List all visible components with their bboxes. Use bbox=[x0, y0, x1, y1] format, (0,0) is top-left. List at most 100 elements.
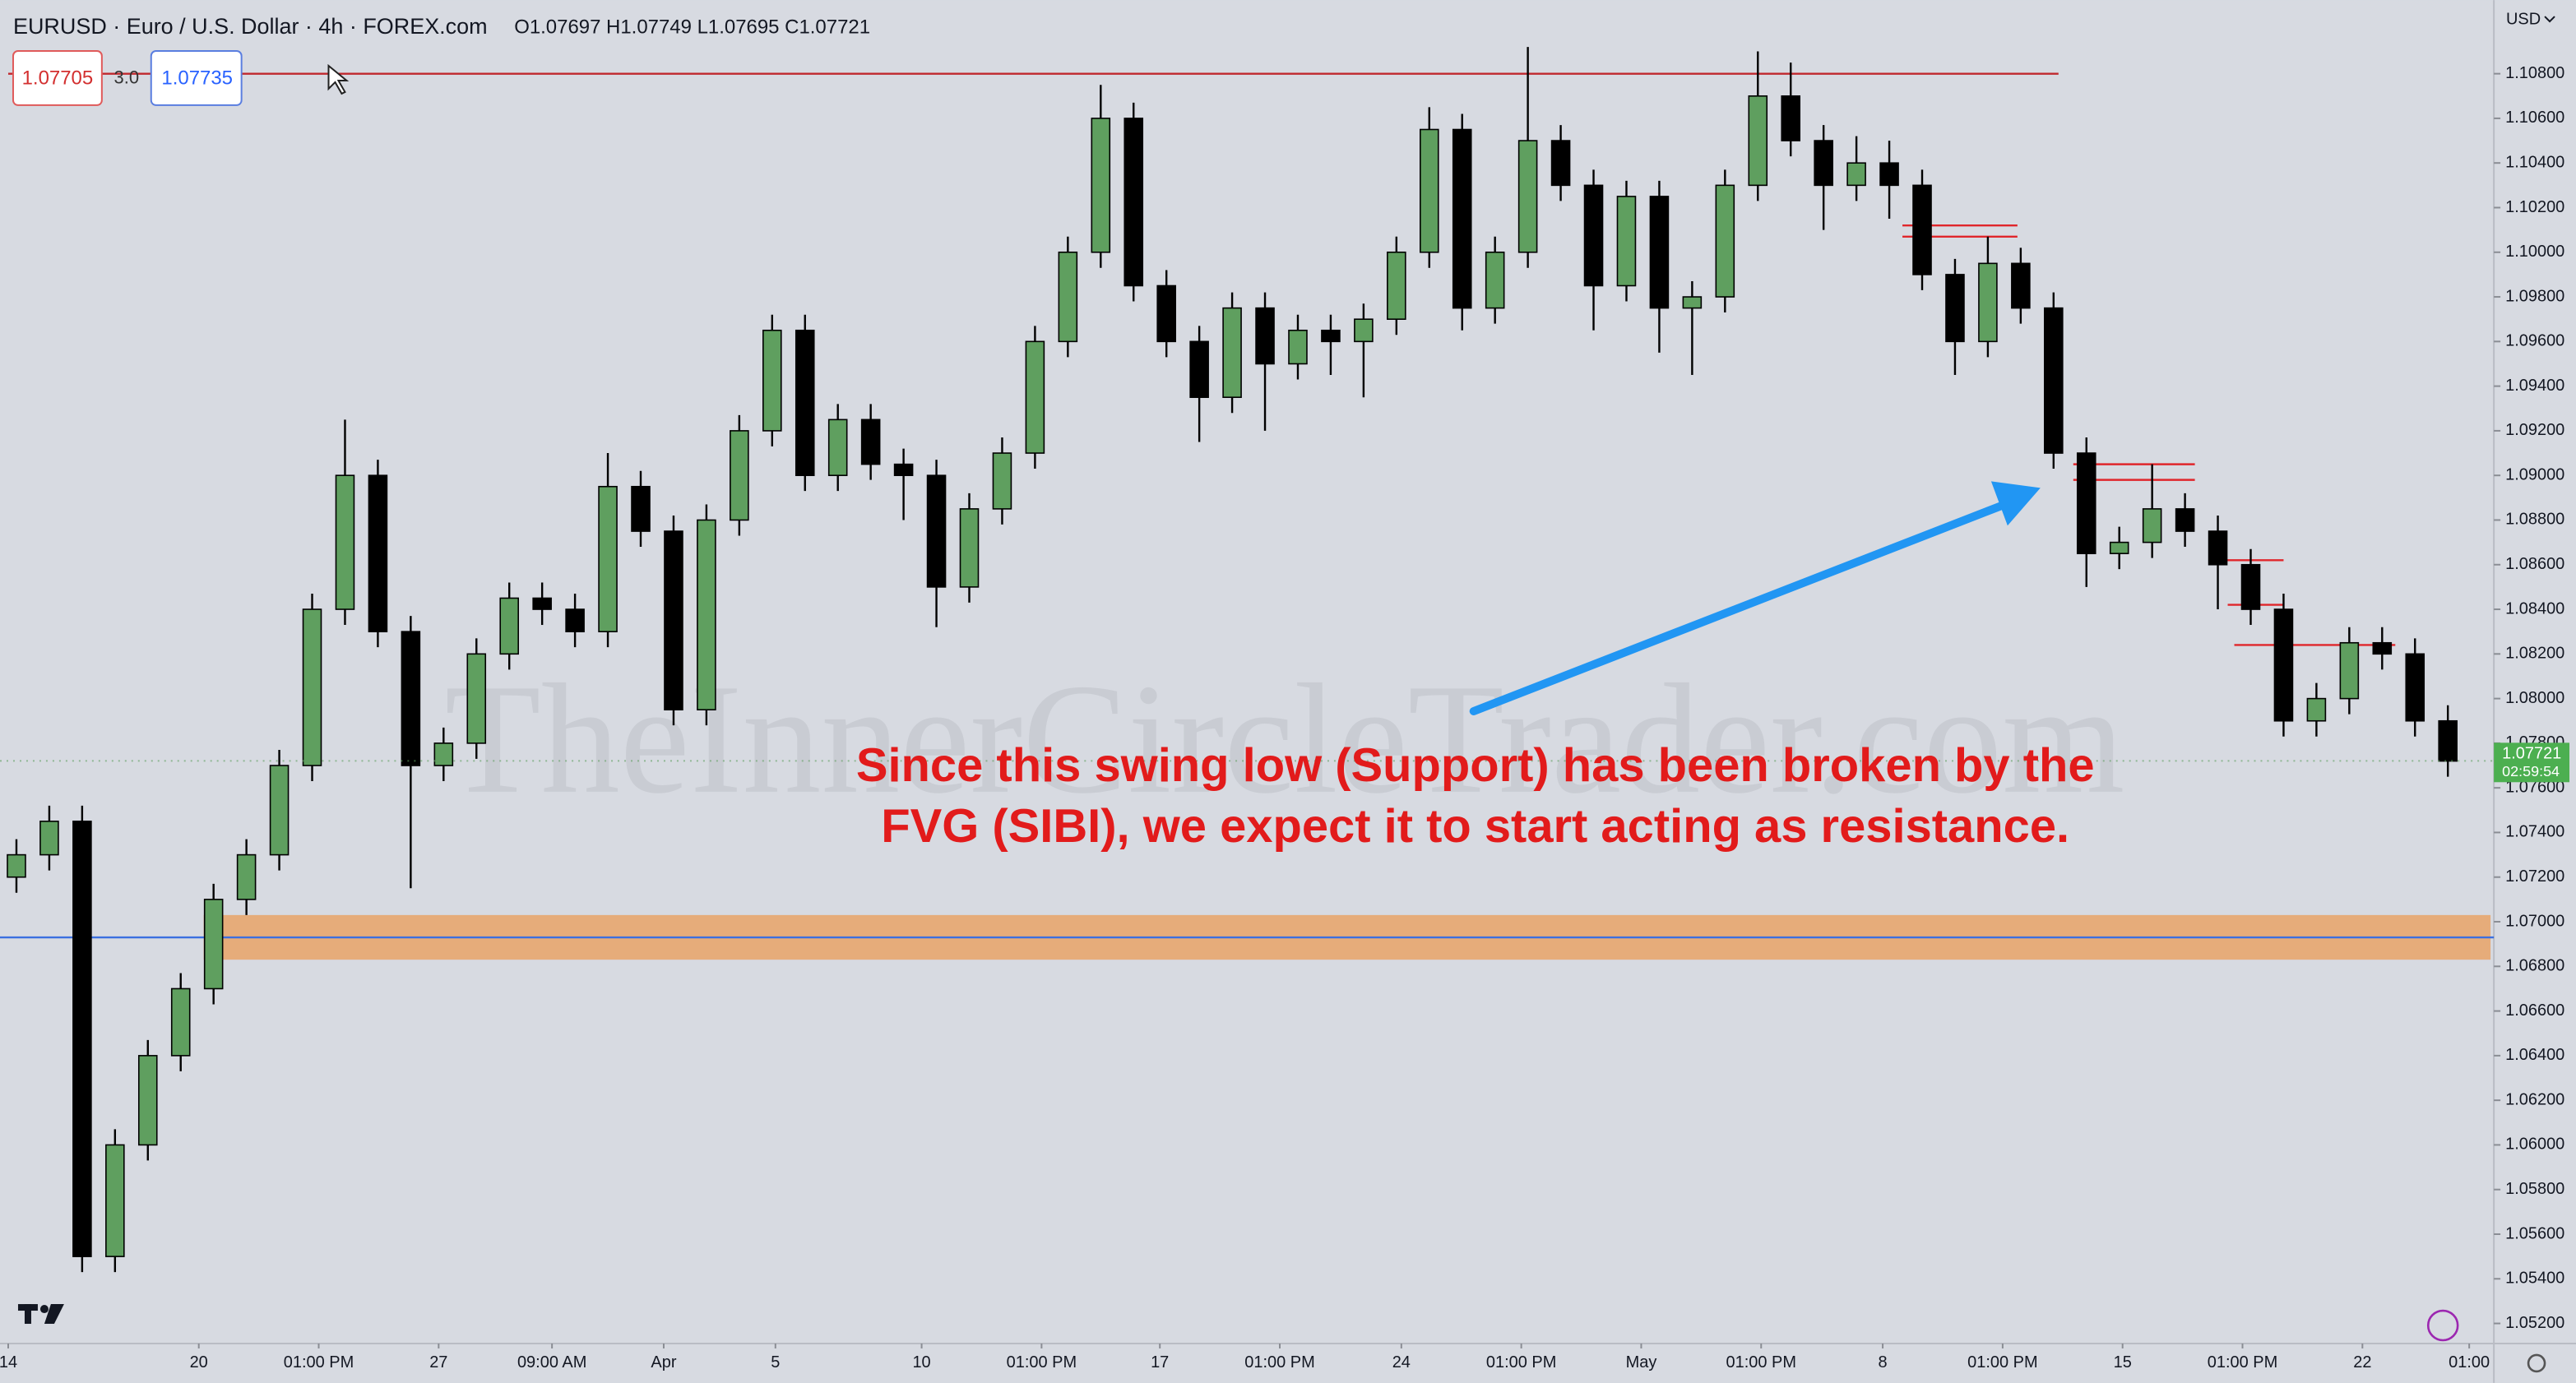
candle-body bbox=[401, 631, 421, 766]
candle-body bbox=[1321, 329, 1341, 343]
candle-body bbox=[1255, 307, 1275, 365]
candle-body bbox=[827, 419, 848, 476]
x-tick-label: 8 bbox=[1879, 1353, 1888, 1371]
candle-body bbox=[335, 474, 355, 610]
back-layer: TheInnerCircleTrader.com bbox=[0, 72, 2495, 960]
candle-body bbox=[532, 597, 552, 610]
candle-body bbox=[860, 419, 881, 465]
y-tick-label: 1.09000 bbox=[2505, 465, 2564, 483]
x-tick-label: 01:00 PM bbox=[1486, 1353, 1556, 1371]
buy-button[interactable] bbox=[150, 49, 243, 106]
candle-body bbox=[1222, 307, 1242, 398]
candle-body bbox=[795, 329, 815, 476]
y-tick-label: 1.06600 bbox=[2505, 1001, 2564, 1020]
y-tick-label: 1.06400 bbox=[2505, 1046, 2564, 1064]
candle-body bbox=[1978, 262, 1998, 343]
x-tick-label: 22 bbox=[2353, 1353, 2371, 1371]
candle-body bbox=[203, 899, 224, 990]
candle-body bbox=[269, 765, 290, 856]
candle-body bbox=[2372, 641, 2393, 655]
alert-icon[interactable] bbox=[2426, 1309, 2459, 1342]
sell-price[interactable]: 1.07705 bbox=[22, 67, 94, 89]
x-tick-label: 27 bbox=[429, 1353, 447, 1371]
candle-body bbox=[1452, 128, 1472, 309]
y-tick-label: 1.10800 bbox=[2505, 64, 2564, 82]
y-tick-label: 1.08400 bbox=[2505, 599, 2564, 617]
candle-body bbox=[1485, 251, 1505, 309]
candle-body bbox=[2044, 307, 2064, 454]
candle-body bbox=[2076, 452, 2096, 554]
candle-body bbox=[2240, 563, 2261, 610]
candle-body bbox=[2438, 719, 2458, 762]
y-tick-label: 1.09800 bbox=[2505, 287, 2564, 305]
candle-body bbox=[926, 474, 947, 588]
y-tick-label: 1.08000 bbox=[2505, 689, 2564, 707]
candle-body bbox=[2273, 608, 2294, 722]
front-layer: Since this swing low (Support) has been … bbox=[12, 10, 2555, 1373]
currency-caret[interactable] bbox=[2544, 16, 2555, 23]
x-tick-label: 24 bbox=[1392, 1353, 1411, 1371]
y-tick-label: 1.05200 bbox=[2505, 1314, 2564, 1332]
candle-body bbox=[39, 821, 59, 856]
candle-body bbox=[565, 608, 585, 632]
y-tick-label: 1.07600 bbox=[2505, 778, 2564, 796]
arrow-shaft bbox=[1469, 502, 2005, 715]
currency-menu[interactable]: USD bbox=[2506, 10, 2541, 28]
y-tick-label: 1.07000 bbox=[2505, 912, 2564, 930]
y-tick-label: 1.07400 bbox=[2505, 823, 2564, 841]
candle-body bbox=[433, 742, 454, 766]
candle-body bbox=[368, 474, 388, 632]
candle-body bbox=[1419, 128, 1439, 253]
settings-icon[interactable] bbox=[2527, 1353, 2546, 1373]
candle-body bbox=[1156, 284, 1176, 343]
candle-body bbox=[1748, 95, 1768, 187]
candle-body bbox=[1583, 184, 1604, 287]
candle-body bbox=[2109, 541, 2129, 554]
x-tick-label: 01:00 PM bbox=[1726, 1353, 1796, 1371]
candle-body bbox=[992, 452, 1012, 510]
candle-body bbox=[72, 821, 92, 1257]
y-tick-label: 1.05800 bbox=[2505, 1180, 2564, 1198]
x-tick-label: 10 bbox=[912, 1353, 930, 1371]
x-tick-label: 15 bbox=[2114, 1353, 2132, 1371]
annotation-line: FVG (SIBI), we expect it to start acting… bbox=[881, 800, 2069, 853]
candle-body bbox=[959, 508, 980, 588]
candle-body bbox=[1715, 184, 1735, 298]
candle-body bbox=[1091, 118, 1111, 253]
cursor bbox=[327, 63, 350, 95]
annotation-line: Since this swing low (Support) has been … bbox=[856, 739, 2095, 792]
y-tick-label: 1.10400 bbox=[2505, 153, 2564, 171]
candle-body bbox=[2011, 262, 2031, 309]
x-tick-label: 01:00 PM bbox=[2208, 1353, 2277, 1371]
candle-body bbox=[2306, 697, 2327, 722]
candle-body bbox=[730, 430, 749, 521]
candle-body bbox=[1945, 274, 1965, 343]
candle-body bbox=[2142, 508, 2162, 543]
sell-button[interactable] bbox=[12, 49, 103, 106]
y-tick-label: 1.07200 bbox=[2505, 867, 2564, 886]
y-tick-label: 1.09200 bbox=[2505, 421, 2564, 439]
y-tick-label: 1.06200 bbox=[2505, 1090, 2564, 1108]
candle-body bbox=[2405, 653, 2425, 722]
candle-body bbox=[1387, 251, 1406, 320]
y-tick-label: 1.10200 bbox=[2505, 198, 2564, 216]
x-tick-label: May bbox=[1626, 1353, 1657, 1371]
x-tick-label: Apr bbox=[651, 1353, 676, 1371]
buy-price[interactable]: 1.07735 bbox=[161, 67, 233, 89]
candle-body bbox=[762, 329, 782, 432]
candle-body bbox=[499, 597, 519, 655]
watermark: TheInnerCircleTrader.com bbox=[445, 652, 2125, 826]
candle-body bbox=[170, 988, 191, 1057]
candle-body bbox=[2208, 530, 2228, 566]
candle-body bbox=[1058, 251, 1078, 343]
spread: 3.0 bbox=[114, 67, 140, 88]
candle-body bbox=[2175, 508, 2195, 532]
y-tick-label: 1.10000 bbox=[2505, 243, 2564, 261]
candle-body bbox=[302, 608, 322, 766]
x-tick-label: 01:00 PM bbox=[1967, 1353, 2037, 1371]
candle-body bbox=[1025, 340, 1045, 454]
y-tick-label: 1.06000 bbox=[2505, 1136, 2564, 1154]
candle-body bbox=[1616, 196, 1637, 287]
last-price-label: 1.07721 bbox=[2502, 745, 2561, 763]
